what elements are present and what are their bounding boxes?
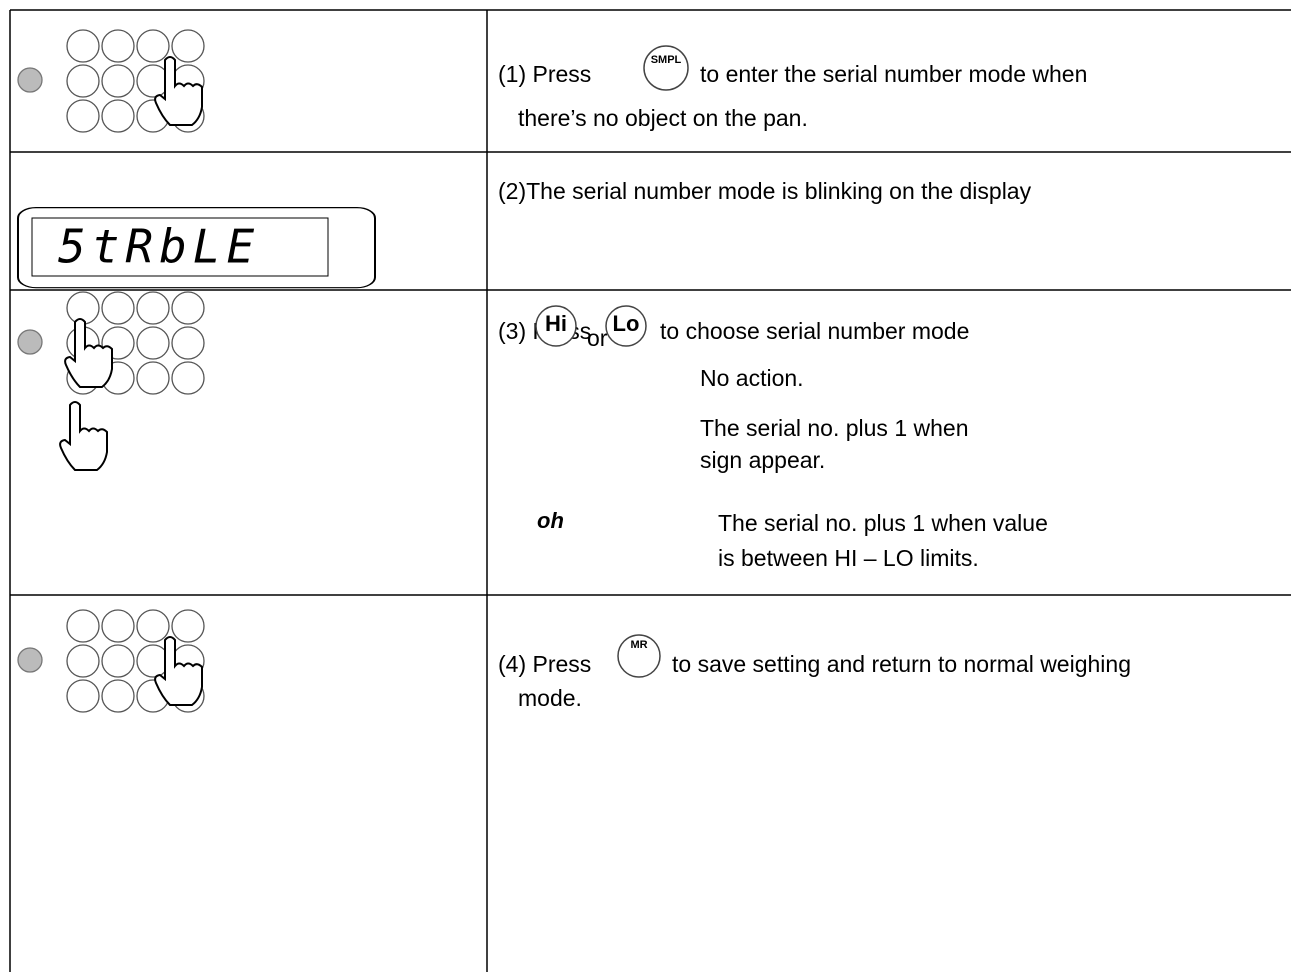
keypad-key	[101, 609, 135, 643]
option-text: is between HI – LO limits.	[718, 545, 979, 571]
keypad-key	[136, 29, 170, 63]
hand-icon	[154, 56, 203, 126]
keypad-key	[136, 326, 170, 360]
key-label: Lo	[613, 311, 640, 336]
display-text: 5tRbLE	[58, 220, 260, 274]
option-text: sign appear.	[700, 447, 825, 473]
keypad-key	[66, 644, 100, 678]
keypad-key	[101, 29, 135, 63]
hand-icon	[59, 401, 108, 471]
keypad-key	[136, 609, 170, 643]
keypad-key	[171, 291, 205, 325]
keypad-key	[171, 361, 205, 395]
keypad-key	[101, 64, 135, 98]
keypad-key	[101, 644, 135, 678]
keypad	[17, 29, 205, 133]
step-text: to enter the serial number mode when	[700, 61, 1087, 87]
key-icon	[535, 305, 577, 347]
keypad-key	[101, 99, 135, 133]
keypad-key	[101, 679, 135, 713]
keypad-key	[171, 609, 205, 643]
keypad-key	[101, 291, 135, 325]
key-icon	[643, 45, 689, 91]
step-text: to choose serial number mode	[660, 318, 969, 344]
keypad-key	[66, 679, 100, 713]
joiner: or	[587, 325, 608, 351]
display-window	[31, 217, 329, 277]
hand-icon	[64, 318, 113, 388]
option-text: No action.	[700, 365, 804, 391]
step-label: (1) Press	[498, 61, 591, 87]
step-label: (4) Press	[498, 651, 591, 677]
key-label: MR	[630, 639, 647, 651]
table-grid	[9, 9, 1291, 972]
keypad	[17, 609, 205, 713]
keypads	[17, 29, 205, 713]
option-text: The serial no. plus 1 when	[700, 415, 969, 441]
step-text: to save setting and return to normal wei…	[672, 651, 1131, 677]
display-frame	[17, 207, 376, 289]
keypad-key	[66, 64, 100, 98]
step-text: mode.	[518, 685, 582, 711]
key-label: SMPL	[651, 54, 682, 66]
step-label: (2)The serial number mode is blinking on…	[498, 178, 1032, 204]
key-icon	[605, 305, 647, 347]
step-text: there’s no object on the pan.	[518, 105, 808, 131]
keypad-key	[171, 326, 205, 360]
keypad-key	[66, 609, 100, 643]
option-text: The serial no. plus 1 when value	[718, 510, 1048, 536]
keypad	[17, 291, 205, 471]
key-icon	[617, 634, 661, 678]
keypad-key	[171, 29, 205, 63]
indicator	[17, 329, 43, 355]
keypad-key	[66, 99, 100, 133]
keypad-key	[136, 291, 170, 325]
option-symbol: oh	[537, 508, 564, 533]
indicator	[17, 647, 43, 673]
indicator	[17, 67, 43, 93]
keypad-key	[66, 29, 100, 63]
key-label: Hi	[545, 311, 567, 336]
hand-icon	[154, 636, 203, 706]
keypad-key	[136, 361, 170, 395]
